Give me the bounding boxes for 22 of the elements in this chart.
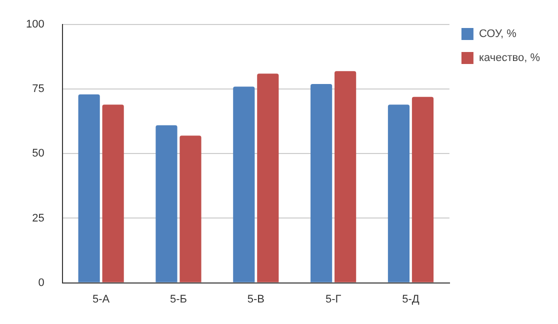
- bar: [78, 94, 100, 282]
- legend-label: СОУ, %: [478, 28, 517, 40]
- y-tick-label: 75: [32, 83, 44, 96]
- bar: [412, 96, 434, 282]
- bar: [156, 125, 178, 282]
- x-tick-label: 5-Б: [170, 293, 187, 306]
- y-tick-label: 100: [26, 18, 44, 31]
- y-tick-label: 50: [32, 148, 44, 160]
- bar: [233, 86, 255, 282]
- x-tick-label: 5-В: [247, 293, 264, 306]
- bar: [257, 74, 279, 282]
- bar: [310, 84, 332, 282]
- x-tick-label: 5-Г: [325, 293, 342, 306]
- x-tick-label: 5-А: [92, 293, 110, 306]
- bar: [388, 104, 410, 282]
- legend-label: качество, %: [478, 52, 540, 64]
- bar: [180, 136, 202, 282]
- y-tick-label: 0: [38, 276, 44, 289]
- y-tick-label: 25: [32, 212, 44, 224]
- bar: [334, 71, 356, 282]
- x-tick-label: 5-Д: [402, 293, 420, 306]
- bar: [102, 104, 124, 282]
